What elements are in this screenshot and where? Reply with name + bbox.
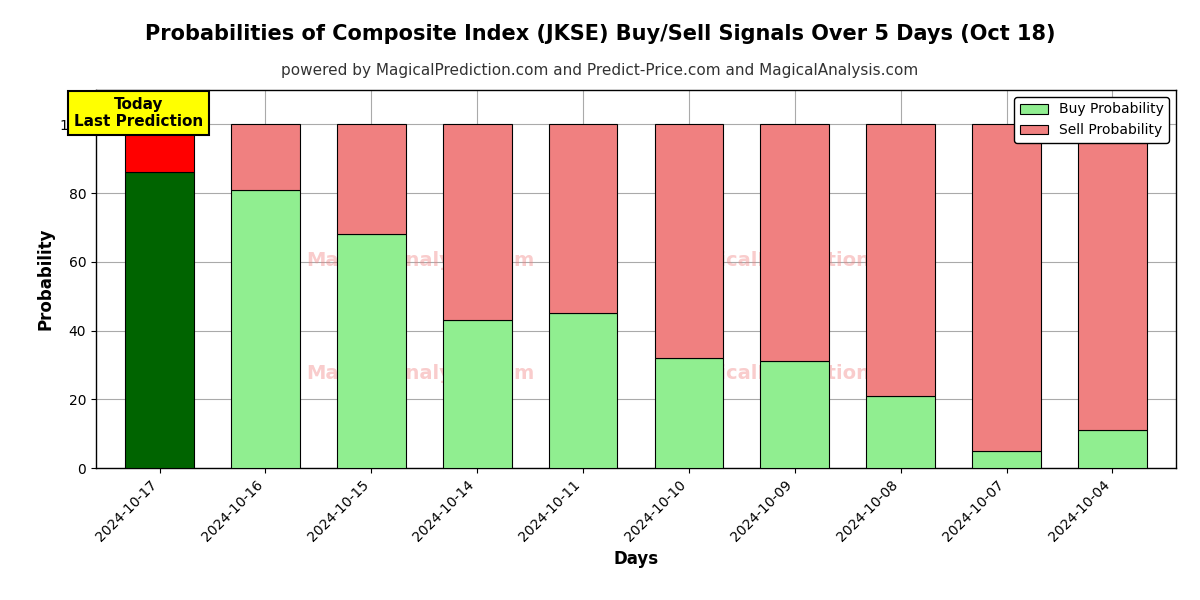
Bar bbox=[972, 124, 1042, 451]
Bar bbox=[548, 124, 618, 313]
Bar bbox=[1078, 124, 1147, 430]
Bar bbox=[230, 190, 300, 468]
Bar bbox=[972, 451, 1042, 468]
Text: MagicalAnalysis.com: MagicalAnalysis.com bbox=[306, 364, 534, 383]
Text: MagicalAnalysis.com: MagicalAnalysis.com bbox=[306, 251, 534, 269]
Bar bbox=[761, 361, 829, 468]
Bar bbox=[337, 235, 406, 468]
Bar bbox=[654, 124, 724, 358]
Y-axis label: Probability: Probability bbox=[36, 228, 54, 330]
Text: powered by MagicalPrediction.com and Predict-Price.com and MagicalAnalysis.com: powered by MagicalPrediction.com and Pre… bbox=[281, 63, 919, 78]
Text: MagicalPrediction.com: MagicalPrediction.com bbox=[673, 251, 923, 269]
Bar bbox=[548, 313, 618, 468]
Bar bbox=[1078, 430, 1147, 468]
Bar bbox=[125, 124, 194, 172]
Bar bbox=[866, 124, 935, 396]
Text: Probabilities of Composite Index (JKSE) Buy/Sell Signals Over 5 Days (Oct 18): Probabilities of Composite Index (JKSE) … bbox=[145, 24, 1055, 44]
Bar bbox=[443, 320, 511, 468]
Text: MagicalPrediction.com: MagicalPrediction.com bbox=[673, 364, 923, 383]
Bar bbox=[761, 124, 829, 361]
Bar bbox=[337, 124, 406, 235]
Bar bbox=[654, 358, 724, 468]
Bar bbox=[866, 396, 935, 468]
Bar bbox=[230, 124, 300, 190]
Bar bbox=[443, 124, 511, 320]
Legend: Buy Probability, Sell Probability: Buy Probability, Sell Probability bbox=[1014, 97, 1169, 143]
Bar bbox=[125, 172, 194, 468]
Text: Today
Last Prediction: Today Last Prediction bbox=[73, 97, 203, 129]
X-axis label: Days: Days bbox=[613, 550, 659, 568]
